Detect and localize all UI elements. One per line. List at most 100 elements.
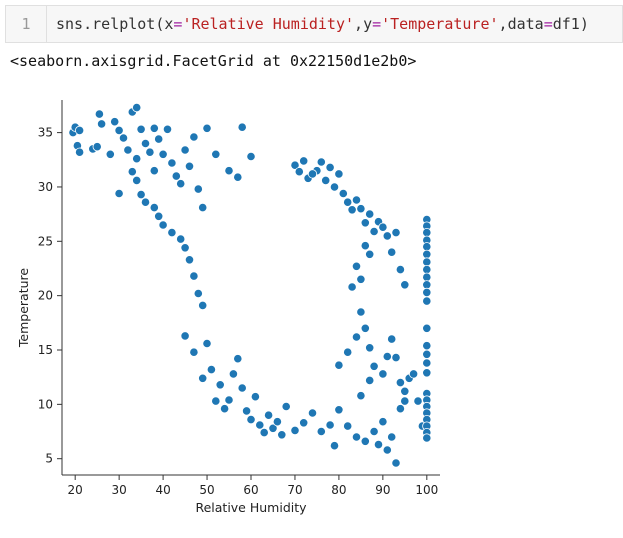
data-point [228,369,238,379]
x-tick-label: 80 [331,483,346,497]
data-point [369,361,379,371]
data-point [237,383,247,393]
data-point [242,406,252,416]
data-point [360,436,370,446]
code-token: 'Relative Humidity' [182,15,355,33]
data-point [263,410,274,420]
code-line[interactable]: sns.relplot(x='Relative Humidity',y='Tem… [56,6,589,42]
code-cell[interactable]: 1 sns.relplot(x='Relative Humidity',y='T… [5,5,623,43]
code-token: = [543,15,553,33]
data-point [422,272,432,282]
data-point [255,420,265,430]
data-point [281,401,291,412]
data-point [132,175,142,186]
data-points-layer [68,103,432,468]
ticks-layer: 20 30 40 50 60 70 80 90 100 5 10 15 20 25 30 35 [38,126,439,497]
data-point [145,147,155,157]
data-point [378,417,388,427]
x-tick-label: 40 [155,483,170,497]
data-point [211,149,221,159]
data-point [422,358,432,368]
data-point [167,158,177,168]
data-point [365,343,375,353]
code-token: , [354,15,364,33]
data-point [140,197,151,207]
data-point [171,171,181,181]
data-point [75,147,85,157]
data-point [382,351,392,362]
data-point [325,162,335,173]
data-point [94,109,105,119]
code-token: x [164,15,174,33]
data-point [347,205,357,215]
data-point [193,288,203,299]
data-point [299,156,309,166]
data-point [307,169,318,179]
data-point [290,425,300,435]
data-point [233,172,243,182]
data-point [351,432,362,442]
code-token: ( [155,15,165,33]
data-point [294,167,304,177]
code-token: sns.relplot [56,15,156,33]
data-point [154,211,164,221]
code-token: y [363,15,373,33]
data-point [202,123,212,133]
data-point [246,414,256,425]
data-point [206,364,216,375]
data-point [114,188,124,199]
data-point [365,209,375,219]
y-tick-label: 15 [38,343,53,357]
data-point [329,441,340,451]
data-point [422,433,432,443]
data-point [395,377,405,388]
data-point [176,234,186,244]
data-point [400,396,410,406]
data-point [356,204,366,214]
data-point [162,124,173,134]
data-point [193,184,203,194]
data-point [347,282,357,292]
data-point [189,347,199,357]
data-point [198,300,208,310]
data-point [224,166,234,176]
data-point [215,380,225,390]
data-point [422,280,432,290]
data-point [422,265,432,275]
data-point [369,426,379,437]
data-point [180,331,190,341]
data-point [92,142,102,152]
data-point [272,417,282,427]
data-point [184,255,195,265]
data-point [334,360,344,370]
data-point [132,103,142,113]
data-point [290,160,300,170]
data-point [202,338,212,349]
x-tick-label: 100 [415,483,438,497]
data-point [321,175,331,186]
data-point [351,261,362,271]
data-point [373,439,384,450]
data-point [391,228,401,238]
data-point [105,149,115,159]
data-point [338,188,348,199]
data-point [378,369,388,379]
data-point [224,395,234,405]
y-tick-label: 5 [45,452,53,466]
data-point [299,418,309,428]
data-point [422,296,432,306]
cell-prompt-number: 1 [6,6,47,42]
data-point [176,179,186,189]
data-point [422,323,432,333]
data-point [180,145,190,155]
data-point [211,396,221,406]
data-point [413,396,423,406]
data-point [75,125,85,136]
y-tick-label: 20 [38,289,53,303]
x-tick-label: 90 [375,483,390,497]
data-point [220,404,230,414]
data-point [422,287,432,297]
data-point [118,133,129,143]
data-point [246,151,256,162]
data-point [343,347,353,357]
